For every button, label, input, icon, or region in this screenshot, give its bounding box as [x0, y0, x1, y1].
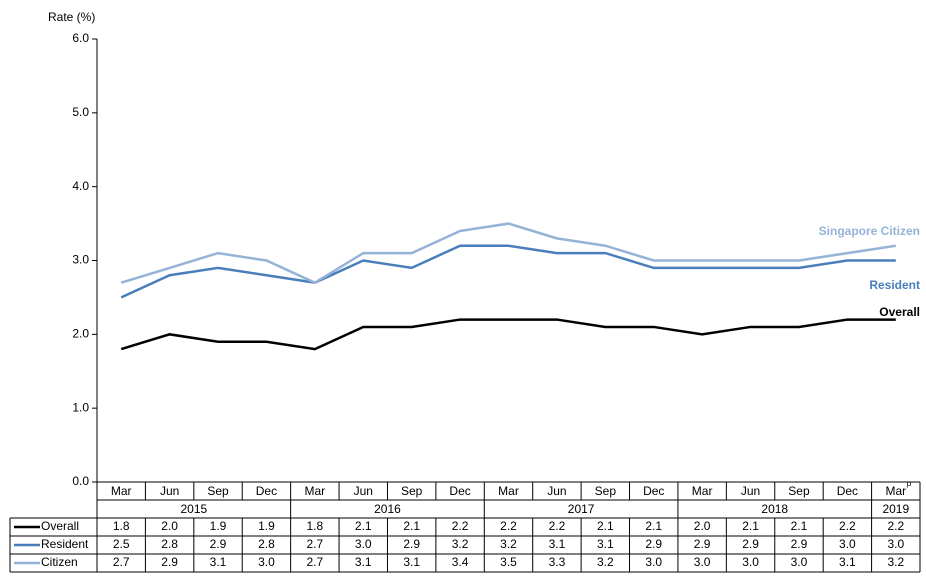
table-value: 3.0 — [645, 555, 662, 569]
table-value: 2.7 — [307, 537, 324, 551]
x-tick-label: Jun — [354, 484, 373, 498]
x-tick-label: Mar — [498, 484, 519, 498]
legend-label: Resident — [41, 537, 89, 551]
x-tick-label: Mar — [692, 484, 713, 498]
table-value: 3.0 — [791, 555, 808, 569]
table-value: 3.0 — [694, 555, 711, 569]
table-value: 3.5 — [500, 555, 517, 569]
table-value: 2.2 — [500, 519, 517, 533]
table-value: 2.8 — [161, 537, 178, 551]
y-tick-label: 0.0 — [72, 474, 89, 488]
table-value: 2.0 — [161, 519, 178, 533]
year-label: 2015 — [180, 502, 207, 516]
table-value: 2.9 — [403, 537, 420, 551]
table-value: 3.1 — [403, 555, 420, 569]
table-value: 3.2 — [887, 555, 904, 569]
table-value: 2.9 — [742, 537, 759, 551]
year-label: 2017 — [568, 502, 595, 516]
table-value: 1.9 — [258, 519, 275, 533]
year-label: 2019 — [882, 502, 909, 516]
table-value: 2.9 — [791, 537, 808, 551]
table-value: 2.9 — [210, 537, 227, 551]
series-end-label: Overall — [879, 305, 920, 319]
series-end-label: Singapore Citizen — [819, 224, 920, 238]
table-value: 2.2 — [887, 519, 904, 533]
table-value: 2.9 — [161, 555, 178, 569]
y-tick-label: 3.0 — [72, 253, 89, 267]
table-value: 2.1 — [597, 519, 614, 533]
table-value: 3.1 — [355, 555, 372, 569]
series-line — [120, 318, 896, 351]
x-tick-label: Sep — [401, 484, 423, 498]
table-value: 3.1 — [839, 555, 856, 569]
table-value: 2.1 — [742, 519, 759, 533]
table-value: 2.9 — [645, 537, 662, 551]
y-tick-label: 5.0 — [72, 105, 89, 119]
table-value: 2.2 — [452, 519, 469, 533]
series-line — [120, 222, 896, 285]
y-tick-label: 2.0 — [72, 327, 89, 341]
table-value: 3.0 — [258, 555, 275, 569]
x-tick-label: Jun — [547, 484, 566, 498]
y-axis-label: Rate (%) — [48, 10, 95, 24]
y-tick-label: 1.0 — [72, 400, 89, 414]
table-value: 2.9 — [694, 537, 711, 551]
category-superscript: p — [907, 479, 912, 488]
table-value: 2.2 — [839, 519, 856, 533]
table-value: 2.1 — [791, 519, 808, 533]
series-line — [120, 244, 896, 299]
table-value: 3.2 — [452, 537, 469, 551]
x-tick-label: Jun — [160, 484, 179, 498]
table-value: 3.0 — [839, 537, 856, 551]
table-value: 2.1 — [355, 519, 372, 533]
series-end-label: Resident — [869, 278, 920, 292]
table-value: 3.2 — [597, 555, 614, 569]
x-tick-label: Mar — [885, 484, 906, 498]
table-value: 2.7 — [307, 555, 324, 569]
x-tick-label: Sep — [595, 484, 617, 498]
table-value: 2.1 — [645, 519, 662, 533]
x-tick-label: Sep — [207, 484, 229, 498]
table-value: 2.8 — [258, 537, 275, 551]
x-tick-label: Dec — [256, 484, 277, 498]
table-value: 1.8 — [307, 519, 324, 533]
x-tick-label: Dec — [643, 484, 664, 498]
table-value: 1.9 — [210, 519, 227, 533]
x-tick-label: Dec — [449, 484, 470, 498]
table-value: 2.1 — [403, 519, 420, 533]
x-tick-label: Jun — [741, 484, 760, 498]
table-value: 2.5 — [113, 537, 130, 551]
table-value: 3.1 — [210, 555, 227, 569]
table-value: 3.0 — [742, 555, 759, 569]
table-value: 2.7 — [113, 555, 130, 569]
table-value: 3.1 — [597, 537, 614, 551]
x-tick-label: Mar — [305, 484, 326, 498]
y-tick-label: 6.0 — [72, 31, 89, 45]
table-value: 3.4 — [452, 555, 469, 569]
table-value: 2.0 — [694, 519, 711, 533]
table-value: 3.0 — [355, 537, 372, 551]
x-tick-label: Mar — [111, 484, 132, 498]
table-value: 3.1 — [549, 537, 566, 551]
table-value: 3.0 — [887, 537, 904, 551]
year-label: 2018 — [761, 502, 788, 516]
table-value: 2.2 — [549, 519, 566, 533]
y-tick-label: 4.0 — [72, 179, 89, 193]
table-value: 1.8 — [113, 519, 130, 533]
x-tick-label: Dec — [837, 484, 858, 498]
legend-label: Citizen — [41, 555, 78, 569]
x-tick-label: Sep — [788, 484, 810, 498]
year-label: 2016 — [374, 502, 401, 516]
legend-label: Overall — [41, 519, 79, 533]
table-value: 3.2 — [500, 537, 517, 551]
table-value: 3.3 — [549, 555, 566, 569]
